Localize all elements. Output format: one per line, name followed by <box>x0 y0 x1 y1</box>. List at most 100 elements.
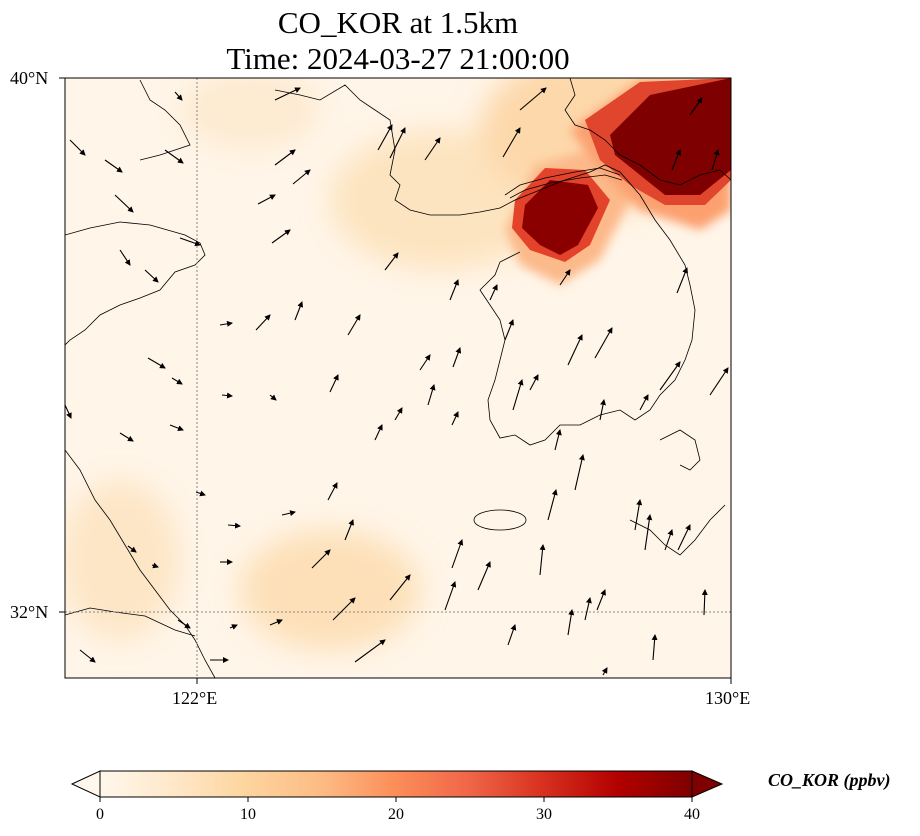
wind-arrow <box>294 301 303 321</box>
wind-arrow <box>195 490 206 497</box>
wind-arrow <box>164 149 184 164</box>
wind-arrow <box>601 667 608 676</box>
wind-arrow <box>444 581 457 611</box>
wind-arrow <box>354 639 386 663</box>
wind-arrow <box>644 514 653 551</box>
wind-arrow <box>574 454 585 491</box>
wind-arrow <box>329 374 339 393</box>
wind-arrow <box>709 367 729 396</box>
coastlines <box>65 78 731 678</box>
map-time-subtitle: Time: 2024-03-27 21:00:00 <box>226 41 570 76</box>
wind-arrow <box>519 87 547 111</box>
wind-arrow <box>547 489 558 521</box>
wind-arrow <box>389 127 406 159</box>
wind-arrow <box>701 589 708 616</box>
wind-arrow <box>634 499 643 531</box>
wind-arrow <box>477 561 491 591</box>
wind-arrow <box>671 149 681 171</box>
wind-arrow <box>502 127 521 158</box>
colorbar-tick-label: 30 <box>536 806 552 823</box>
wind-arrow <box>227 522 241 529</box>
wind-arrow <box>424 137 441 161</box>
wind-arrow <box>219 320 233 327</box>
wind-arrow <box>504 319 514 341</box>
wind-arrow <box>274 149 296 166</box>
wind-arrow <box>332 597 356 621</box>
wind-arrow <box>389 574 411 601</box>
wind-arrow <box>639 394 649 411</box>
wind-arrow <box>507 624 517 646</box>
wind-arrow <box>584 597 592 621</box>
wind-arrow <box>127 545 137 553</box>
wind-arrow <box>174 91 183 101</box>
wind-arrow <box>676 267 688 294</box>
wind-arrow <box>664 529 674 551</box>
wind-arrow <box>394 407 403 421</box>
colorbar-gradient <box>99 770 693 798</box>
map-frame <box>64 77 732 679</box>
colorbar-tick-label: 40 <box>684 806 700 823</box>
wind-arrow <box>65 404 72 419</box>
co-concentration-field <box>65 78 731 678</box>
wind-arrow <box>79 649 96 663</box>
wind-arrow <box>427 384 436 406</box>
wind-arrow <box>119 432 134 442</box>
gridlines <box>65 78 731 678</box>
wind-arrow <box>451 539 464 569</box>
wind-arrow <box>452 347 462 368</box>
wind-arrow <box>599 399 606 421</box>
wind-arrow <box>257 194 276 205</box>
wind-arrow <box>274 87 301 101</box>
wind-arrow <box>559 269 571 286</box>
axis-ticks <box>59 77 732 684</box>
colorbar-tick-label: 0 <box>96 806 104 823</box>
wind-arrow <box>384 252 399 271</box>
wind-arrow <box>529 374 539 391</box>
lon-tick-label-130E: 130°E <box>705 688 751 708</box>
wind-vectors <box>65 87 729 676</box>
wind-arrow <box>104 159 123 173</box>
wind-arrow <box>169 424 184 432</box>
wind-arrow <box>512 379 524 411</box>
wind-arrow <box>567 334 583 366</box>
wind-arrow <box>711 149 720 171</box>
wind-arrow <box>377 124 393 151</box>
wind-arrow <box>489 284 498 301</box>
lat-tick-label-40N: 40°N <box>10 68 49 88</box>
lat-tick-label-32N: 32°N <box>10 602 49 622</box>
wind-arrow <box>449 279 459 301</box>
wind-arrow <box>69 139 86 156</box>
wind-arrow <box>221 392 233 399</box>
wind-arrow <box>292 169 311 185</box>
wind-arrow <box>539 544 546 576</box>
wind-arrow <box>689 97 703 116</box>
wind-arrow <box>151 562 159 569</box>
wind-arrow <box>271 229 291 244</box>
wind-arrow <box>177 619 191 629</box>
wind-arrow <box>554 429 562 451</box>
colorbar-tick-label: 10 <box>240 806 256 823</box>
wind-arrow <box>419 354 431 371</box>
wind-arrow <box>229 624 238 630</box>
wind-arrow <box>144 269 159 283</box>
colorbar-extend-min <box>70 770 101 798</box>
map-title: CO_KOR at 1.5km <box>277 5 519 40</box>
wind-arrow <box>567 609 575 636</box>
colorbar-extend-max <box>691 770 724 798</box>
colorbar-tick-label: 20 <box>388 806 404 823</box>
wind-arrow <box>344 519 354 541</box>
wind-arrow <box>255 314 271 331</box>
wind-arrow <box>677 524 691 551</box>
wind-arrow <box>147 357 166 369</box>
wind-arrow <box>269 394 277 401</box>
wind-arrow <box>281 510 296 517</box>
colorbar <box>70 770 724 802</box>
wind-arrow <box>311 549 331 569</box>
wind-arrow <box>374 424 383 441</box>
wind-arrow <box>651 634 658 661</box>
wind-arrow <box>119 249 131 266</box>
lon-tick-label-122E: 122°E <box>172 688 218 708</box>
wind-arrow <box>594 327 613 359</box>
colorbar-label: CO_KOR (ppbv) <box>768 770 891 790</box>
